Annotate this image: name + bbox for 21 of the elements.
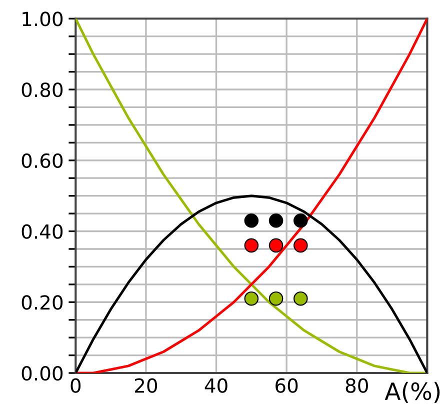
point bbox=[268, 238, 284, 253]
point bbox=[268, 213, 284, 228]
x-axis-title: A(%) bbox=[384, 382, 440, 403]
y-tick-label: 0.00 bbox=[22, 366, 63, 381]
point bbox=[244, 291, 259, 306]
y-tick-label: 0.40 bbox=[22, 224, 63, 239]
point bbox=[294, 238, 308, 253]
point bbox=[294, 213, 308, 228]
y-tick-label: 0.20 bbox=[22, 295, 63, 310]
point bbox=[244, 213, 259, 228]
point bbox=[268, 291, 284, 306]
x-tick-label: 20 bbox=[135, 378, 158, 393]
y-tick-label: 0.80 bbox=[22, 82, 63, 98]
x-tick-label: 0 bbox=[70, 378, 81, 393]
x-tick-label: 60 bbox=[276, 378, 298, 393]
x-tick-label: 80 bbox=[346, 378, 368, 393]
y-tick-label: 0.60 bbox=[22, 153, 63, 168]
x-tick-label: 40 bbox=[204, 378, 228, 393]
point bbox=[244, 238, 259, 253]
y-tick-label: 1.00 bbox=[22, 12, 63, 26]
point bbox=[294, 291, 308, 306]
